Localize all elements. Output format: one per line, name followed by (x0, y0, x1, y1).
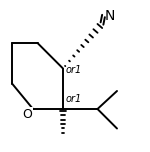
Text: O: O (22, 109, 32, 121)
Text: or1: or1 (66, 65, 82, 75)
Text: or1: or1 (66, 93, 82, 104)
Text: N: N (104, 9, 115, 23)
